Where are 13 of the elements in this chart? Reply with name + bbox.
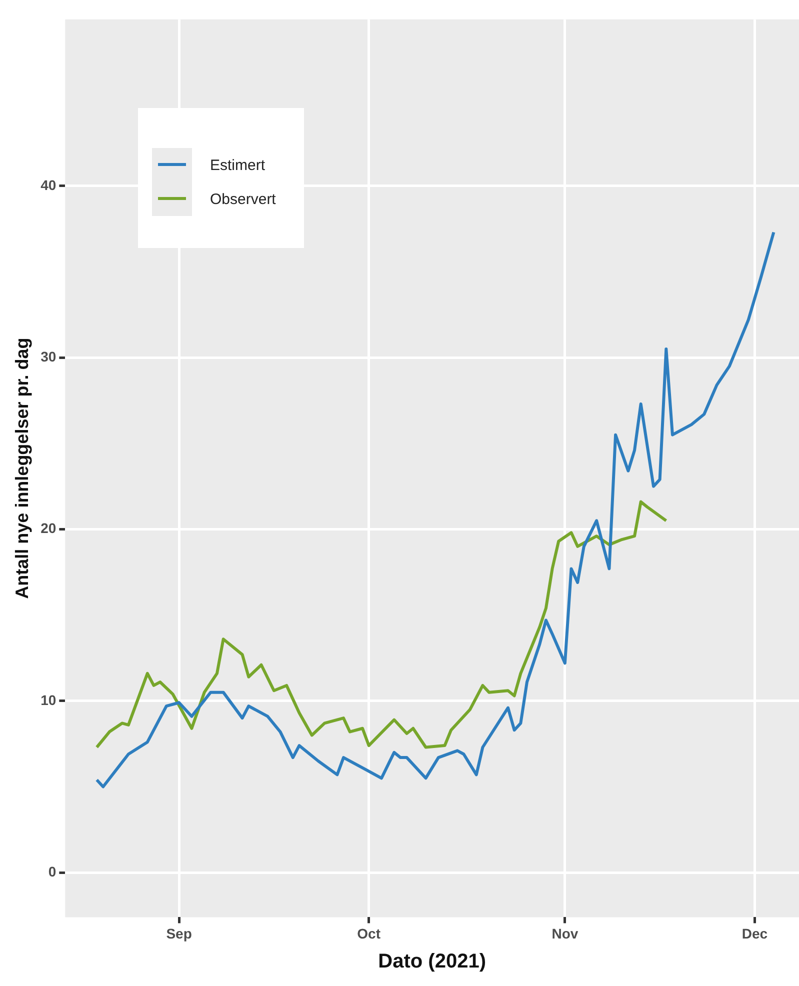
y-tick-label: 0 (48, 863, 56, 880)
x-tick-label: Nov (552, 925, 578, 942)
x-tick-label: Oct (357, 925, 381, 942)
x-tick-label: Sep (166, 925, 192, 942)
x-axis-title: Dato (2021) (378, 950, 486, 973)
x-tick-label: Dec (742, 925, 768, 942)
legend-label: Estimert (210, 156, 266, 174)
y-tick-label: 30 (40, 348, 56, 364)
y-tick-label: 10 (40, 692, 56, 708)
y-tick-label: 40 (40, 176, 56, 193)
y-axis-title: Antall nye innleggelser pr. dag (12, 338, 32, 599)
legend-label: Observert (210, 190, 276, 208)
y-tick-label: 20 (40, 520, 56, 536)
